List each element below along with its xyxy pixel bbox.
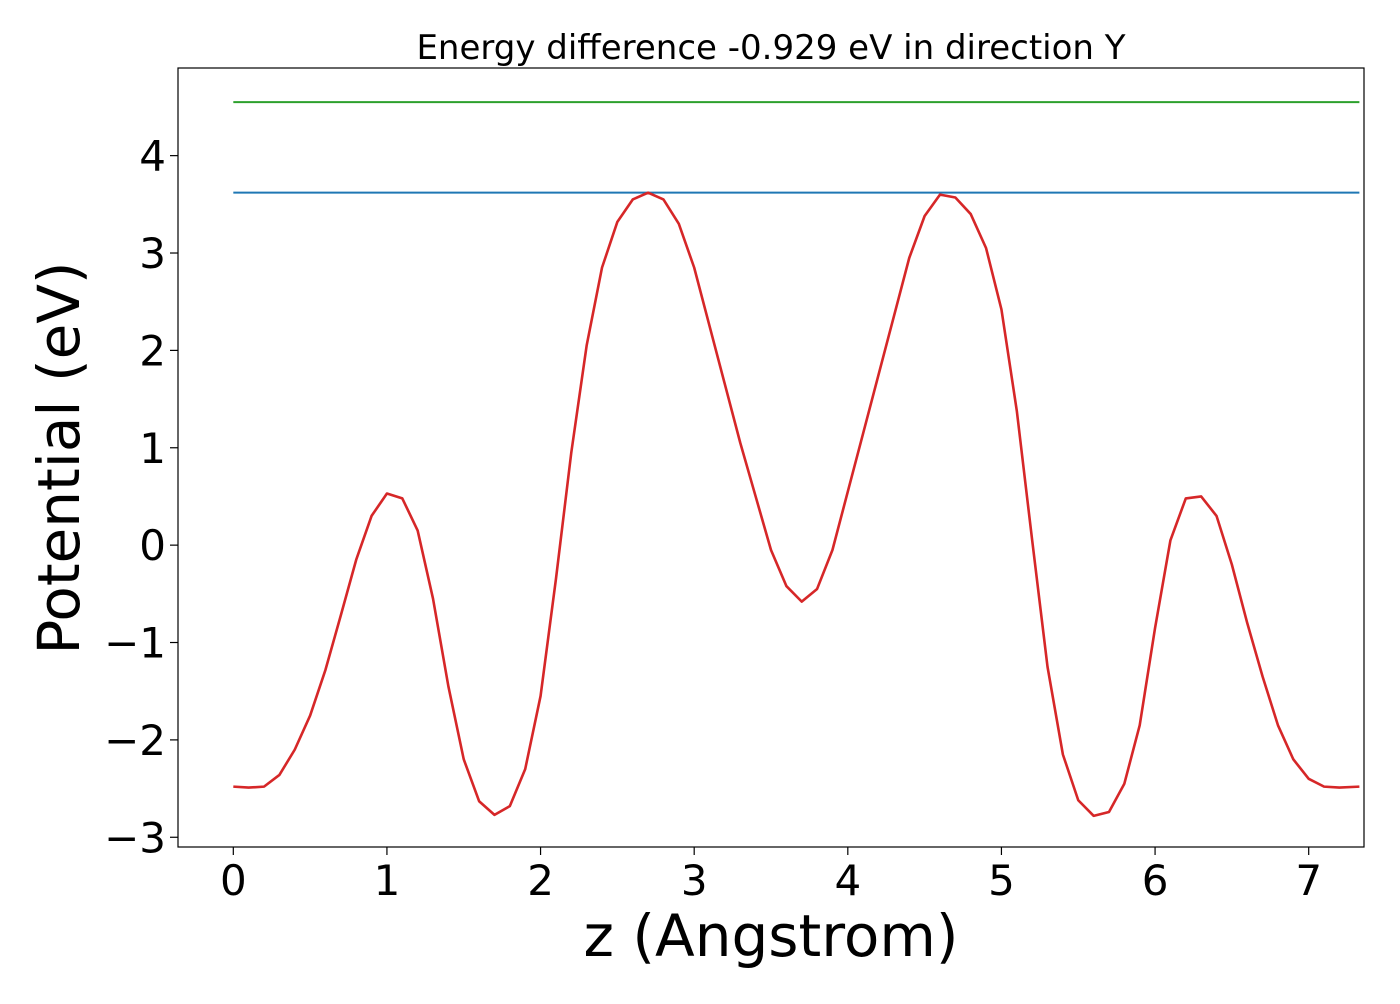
plot-area xyxy=(177,67,1365,848)
x-tick-label: 7 xyxy=(1295,856,1322,905)
x-tick-label: 4 xyxy=(834,856,861,905)
chart-title: Energy difference -0.929 eV in direction… xyxy=(416,28,1125,68)
x-tick-label: 2 xyxy=(527,856,554,905)
axis-ticks: 0 1 2 3 4 5 6 7 −3 −2 −1 0 1 2 3 4 xyxy=(104,132,1322,905)
x-axis-label: z (Angstrom) xyxy=(584,902,959,970)
y-tick-label: 2 xyxy=(139,326,166,375)
y-tick-label: −1 xyxy=(104,619,166,668)
y-tick-label: −2 xyxy=(104,716,166,765)
x-tick-label: 0 xyxy=(220,856,247,905)
x-tick-label: 6 xyxy=(1142,856,1169,905)
y-tick-label: 1 xyxy=(139,424,166,473)
x-tick-label: 3 xyxy=(681,856,708,905)
y-tick-label: 4 xyxy=(139,132,166,181)
y-axis-label: Potential (eV) xyxy=(25,261,93,654)
series-line-3 xyxy=(233,191,1360,818)
axes-frame xyxy=(177,67,1365,848)
x-tick-label: 5 xyxy=(988,856,1015,905)
y-tick-label: −3 xyxy=(104,813,166,862)
y-tick-label: 3 xyxy=(139,229,166,278)
x-tick-label: 1 xyxy=(374,856,401,905)
y-tick-label: 0 xyxy=(139,521,166,570)
